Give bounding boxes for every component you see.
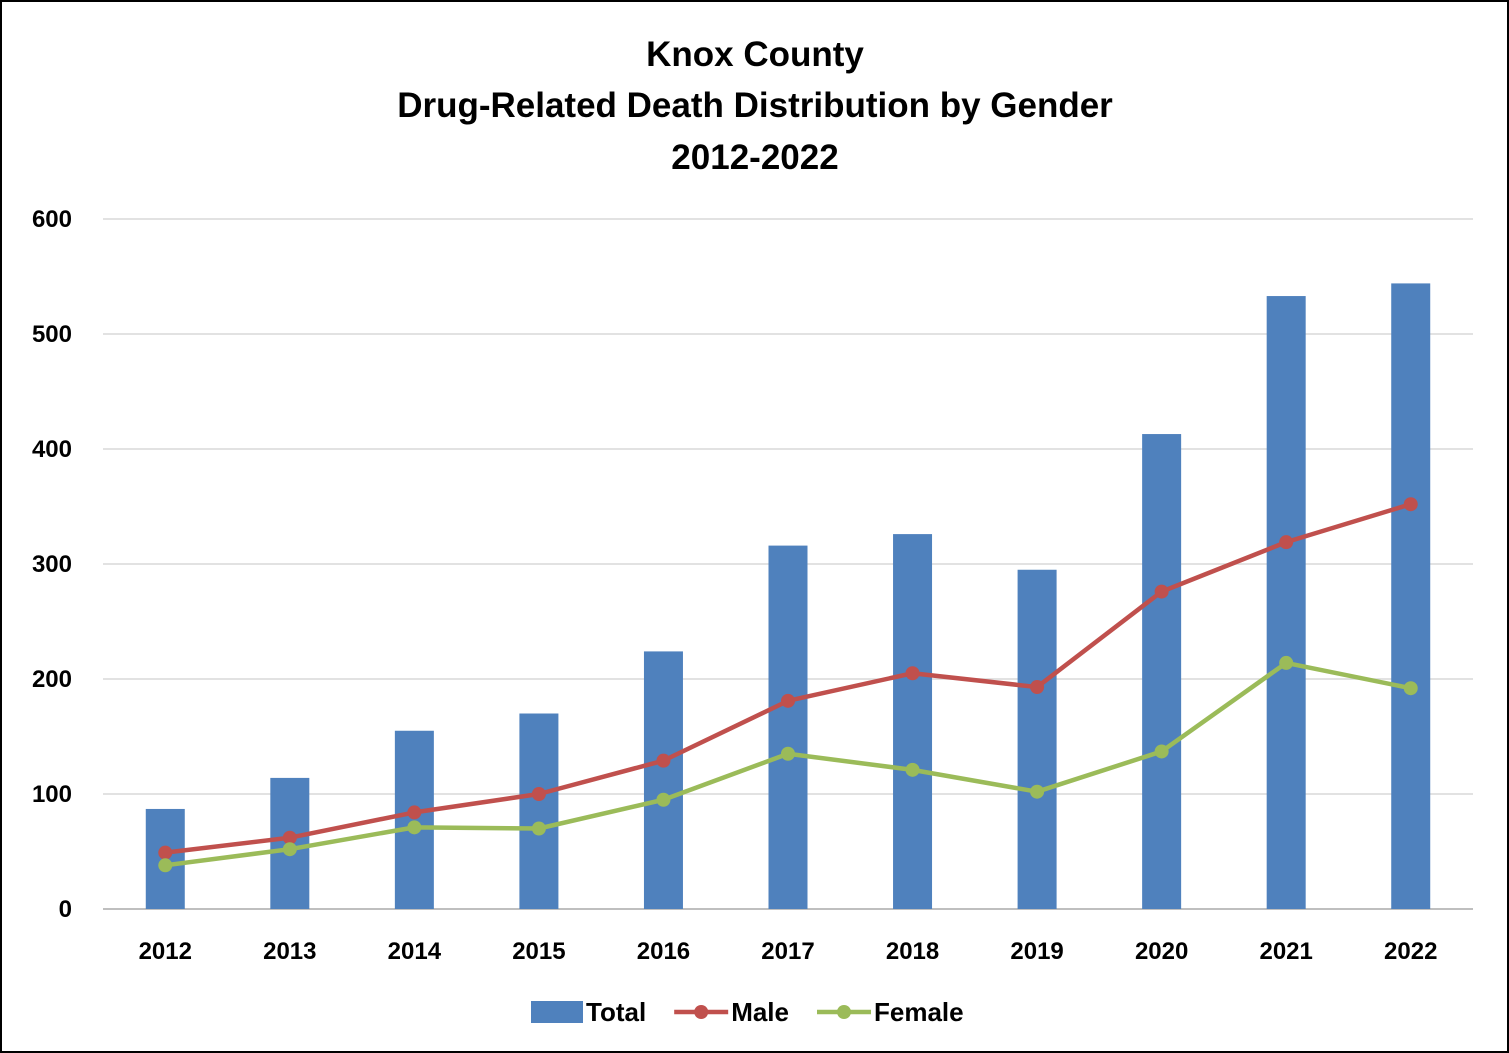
bar-total-2015	[519, 713, 559, 909]
point-male-2016	[656, 753, 671, 768]
point-male-2022	[1403, 497, 1418, 512]
y-axis-ticks: 0 100 200 300 400 500 600	[32, 206, 72, 923]
x-tick-label: 2012	[139, 938, 192, 965]
legend-marker-male	[694, 1005, 709, 1019]
point-male-2013	[282, 830, 297, 845]
point-female-2014	[407, 820, 422, 835]
point-male-2020	[1154, 584, 1169, 599]
x-tick-label: 2019	[1010, 938, 1063, 965]
point-female-2016	[656, 792, 671, 807]
bar-total-2017	[768, 545, 808, 909]
point-male-2019	[1030, 680, 1045, 695]
x-tick-label: 2015	[512, 938, 565, 965]
point-male-2015	[531, 787, 546, 801]
y-tick-label: 0	[59, 896, 72, 923]
point-female-2019	[1030, 784, 1045, 799]
x-tick-label: 2021	[1259, 938, 1312, 965]
point-female-2015	[531, 821, 546, 836]
point-male-2021	[1279, 535, 1294, 550]
point-male-2012	[158, 845, 173, 860]
point-female-2021	[1279, 655, 1294, 670]
bar-total-2021	[1266, 296, 1306, 909]
y-tick-label: 500	[32, 321, 72, 348]
legend-marker-female	[837, 1005, 851, 1019]
x-tick-label: 2022	[1384, 938, 1437, 965]
x-tick-label: 2020	[1135, 938, 1188, 965]
x-tick-label: 2018	[886, 938, 939, 965]
point-female-2020	[1154, 744, 1169, 759]
bar-series-total	[145, 283, 1431, 909]
y-tick-label: 600	[32, 206, 72, 233]
x-tick-label: 2016	[637, 938, 690, 965]
legend-swatch-total	[531, 1001, 583, 1023]
point-female-2018	[905, 762, 920, 777]
x-tick-label: 2017	[761, 938, 814, 965]
x-tick-label: 2013	[263, 938, 316, 965]
point-male-2014	[407, 805, 422, 820]
point-male-2018	[905, 666, 920, 681]
bar-total-2022	[1391, 283, 1431, 909]
y-tick-label: 100	[32, 781, 72, 808]
legend: Total Male Female	[531, 997, 964, 1027]
x-axis-ticks: 2012 2013 2014 2015 2016 2017 2018 2019 2020 2021…	[139, 938, 1438, 965]
point-male-2017	[781, 693, 795, 708]
legend-label-total: Total	[586, 997, 646, 1027]
chart-title-line-1: Knox County	[646, 35, 864, 74]
y-tick-label: 400	[32, 436, 72, 463]
y-tick-label: 300	[32, 551, 72, 578]
line-series	[158, 497, 1418, 873]
bar-total-2019	[1017, 569, 1057, 909]
chart-title-line-2: Drug-Related Death Distribution by Gende…	[397, 86, 1113, 125]
bar-total-2018	[893, 534, 933, 909]
legend-label-male: Male	[731, 997, 789, 1027]
point-female-2013	[282, 842, 297, 857]
point-female-2012	[158, 858, 173, 873]
legend-label-female: Female	[874, 997, 964, 1027]
bar-total-2020	[1142, 434, 1182, 909]
point-female-2017	[781, 746, 795, 761]
y-tick-label: 200	[32, 666, 72, 693]
gridlines	[103, 218, 1473, 910]
chart-title-line-3: 2012-2022	[671, 138, 838, 177]
bar-total-2016	[643, 651, 683, 909]
chart-title: Knox County Drug-Related Death Distribut…	[397, 35, 1113, 177]
bar-total-2014	[394, 730, 434, 909]
x-tick-label: 2014	[388, 938, 442, 965]
point-female-2022	[1403, 681, 1418, 696]
